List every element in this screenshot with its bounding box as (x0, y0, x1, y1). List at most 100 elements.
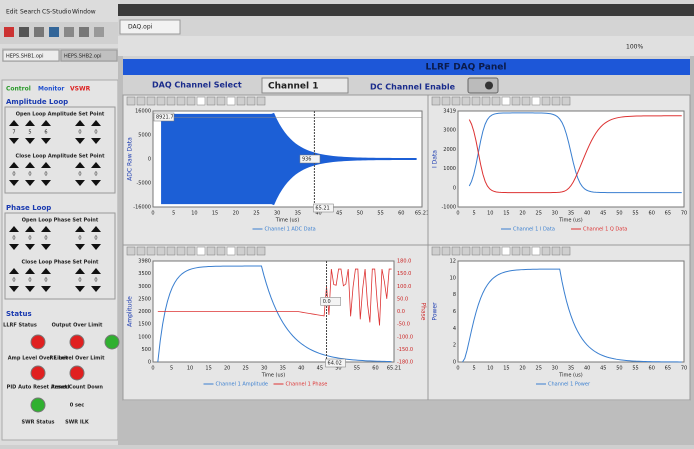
plot-tool-button[interactable] (257, 97, 265, 105)
plot-tool-button[interactable] (137, 97, 145, 105)
panel-tab[interactable]: Monitor (38, 86, 64, 93)
y-tick-label: 16000 (135, 109, 151, 115)
y-tick-label: 6 (453, 309, 456, 315)
y-tick-label: 2 (453, 343, 456, 349)
menu-item[interactable]: CS-Studio (42, 9, 72, 16)
toolbar-icon[interactable] (4, 27, 14, 37)
x-tick-label: 20 (519, 211, 525, 217)
plot-tool-button[interactable] (492, 97, 500, 105)
zoom-level[interactable]: 100% (626, 44, 643, 51)
plot-tool-button[interactable] (187, 97, 195, 105)
plot-tool-button[interactable] (562, 247, 570, 255)
status-label: RF Level Over Limit (49, 356, 105, 362)
x-tick-label: 35 (568, 211, 574, 217)
x-tick-label: 15 (205, 366, 211, 372)
plot-tool-button[interactable] (552, 247, 560, 255)
toolbar-icon[interactable] (19, 27, 29, 37)
plot-tool-button[interactable] (472, 97, 480, 105)
plot-tool-button[interactable] (127, 247, 135, 255)
y-tick-label: 3419 (443, 109, 456, 115)
plot-tool-button[interactable] (482, 97, 490, 105)
plot-tool-button[interactable] (522, 97, 530, 105)
editor-tab-label[interactable]: DAQ.opi (128, 24, 153, 31)
dc-toggle-knob[interactable] (485, 82, 493, 90)
plot-tool-button[interactable] (157, 97, 165, 105)
plot-tool-button[interactable] (227, 97, 235, 105)
y2-tick-label: -150.0 (397, 347, 413, 353)
x-tick-label: 50 (357, 211, 363, 217)
plot-tool-button[interactable] (452, 247, 460, 255)
plot-tool-button[interactable] (492, 247, 500, 255)
x-tick-label: 65.21 (387, 366, 401, 372)
plot-tool-button[interactable] (432, 97, 440, 105)
file-tab-label[interactable]: HEPS.SHB1.opi (6, 54, 43, 60)
plot-tool-button[interactable] (177, 97, 185, 105)
status-label: Reset Count Down (51, 385, 103, 391)
toolbar-icon[interactable] (34, 27, 44, 37)
x-tick-label: 5 (170, 366, 173, 372)
status-led (31, 366, 45, 380)
y-axis-title: Power (432, 302, 439, 321)
plot-tool-button[interactable] (237, 97, 245, 105)
toolbar-icon[interactable] (49, 27, 59, 37)
x-tick-label: 55 (632, 211, 638, 217)
panel-header (123, 59, 690, 75)
file-tab-label[interactable]: HEPS.SHB2.opi (64, 54, 101, 60)
plot-tool-button[interactable] (532, 247, 540, 255)
menu-item[interactable]: Edit (6, 9, 18, 16)
menu-item[interactable]: Search (20, 9, 41, 16)
plot-tool-button[interactable] (167, 97, 175, 105)
plot-tool-button[interactable] (197, 247, 205, 255)
plot-tool-button[interactable] (472, 247, 480, 255)
plot-tool-button[interactable] (482, 247, 490, 255)
plot-tool-button[interactable] (512, 247, 520, 255)
panel-tab[interactable]: VSWR (70, 86, 91, 93)
plot-tool-button[interactable] (147, 97, 155, 105)
plot-tool-button[interactable] (452, 97, 460, 105)
plot-tool-button[interactable] (462, 97, 470, 105)
plot-tool-button[interactable] (227, 247, 235, 255)
x-tick-label: 60 (398, 211, 404, 217)
plot-tool-button[interactable] (207, 247, 215, 255)
plot-tool-button[interactable] (147, 247, 155, 255)
plot-tool-button[interactable] (237, 247, 245, 255)
plot-tool-button[interactable] (542, 97, 550, 105)
plot-tool-button[interactable] (207, 97, 215, 105)
plot-tool-button[interactable] (432, 247, 440, 255)
plot-tool-button[interactable] (127, 97, 135, 105)
plot-tool-button[interactable] (187, 247, 195, 255)
x-axis-title: Time (us) (558, 218, 583, 224)
plot-tool-button[interactable] (542, 247, 550, 255)
plot-tool-button[interactable] (217, 97, 225, 105)
plot-tool-button[interactable] (502, 247, 510, 255)
plot-tool-button[interactable] (512, 97, 520, 105)
x-tick-label: 30 (552, 211, 558, 217)
status-led (105, 335, 119, 349)
plot-tool-button[interactable] (522, 247, 530, 255)
plot-tool-button[interactable] (157, 247, 165, 255)
plot-tool-button[interactable] (532, 97, 540, 105)
channel-value[interactable]: Channel 1 (268, 82, 318, 92)
plot-tool-button[interactable] (177, 247, 185, 255)
plot-tool-button[interactable] (442, 247, 450, 255)
y-tick-label: -5000 (136, 181, 151, 187)
plot-tool-button[interactable] (137, 247, 145, 255)
plot-tool-button[interactable] (442, 97, 450, 105)
plot-tool-button[interactable] (217, 247, 225, 255)
plot-tool-button[interactable] (462, 247, 470, 255)
plot-tool-button[interactable] (502, 97, 510, 105)
plot-tool-button[interactable] (247, 247, 255, 255)
plot-tool-button[interactable] (197, 97, 205, 105)
plot-tool-button[interactable] (562, 97, 570, 105)
toolbar-icon[interactable] (79, 27, 89, 37)
dc-toggle[interactable] (468, 78, 498, 93)
y-axis-title: ADC Raw Data (127, 137, 134, 181)
plot-tool-button[interactable] (247, 97, 255, 105)
panel-tab[interactable]: Control (6, 86, 31, 93)
menu-item[interactable]: Window (72, 9, 96, 16)
plot-tool-button[interactable] (167, 247, 175, 255)
plot-tool-button[interactable] (552, 97, 560, 105)
toolbar-icon[interactable] (94, 27, 104, 37)
toolbar-icon[interactable] (64, 27, 74, 37)
plot-tool-button[interactable] (257, 247, 265, 255)
